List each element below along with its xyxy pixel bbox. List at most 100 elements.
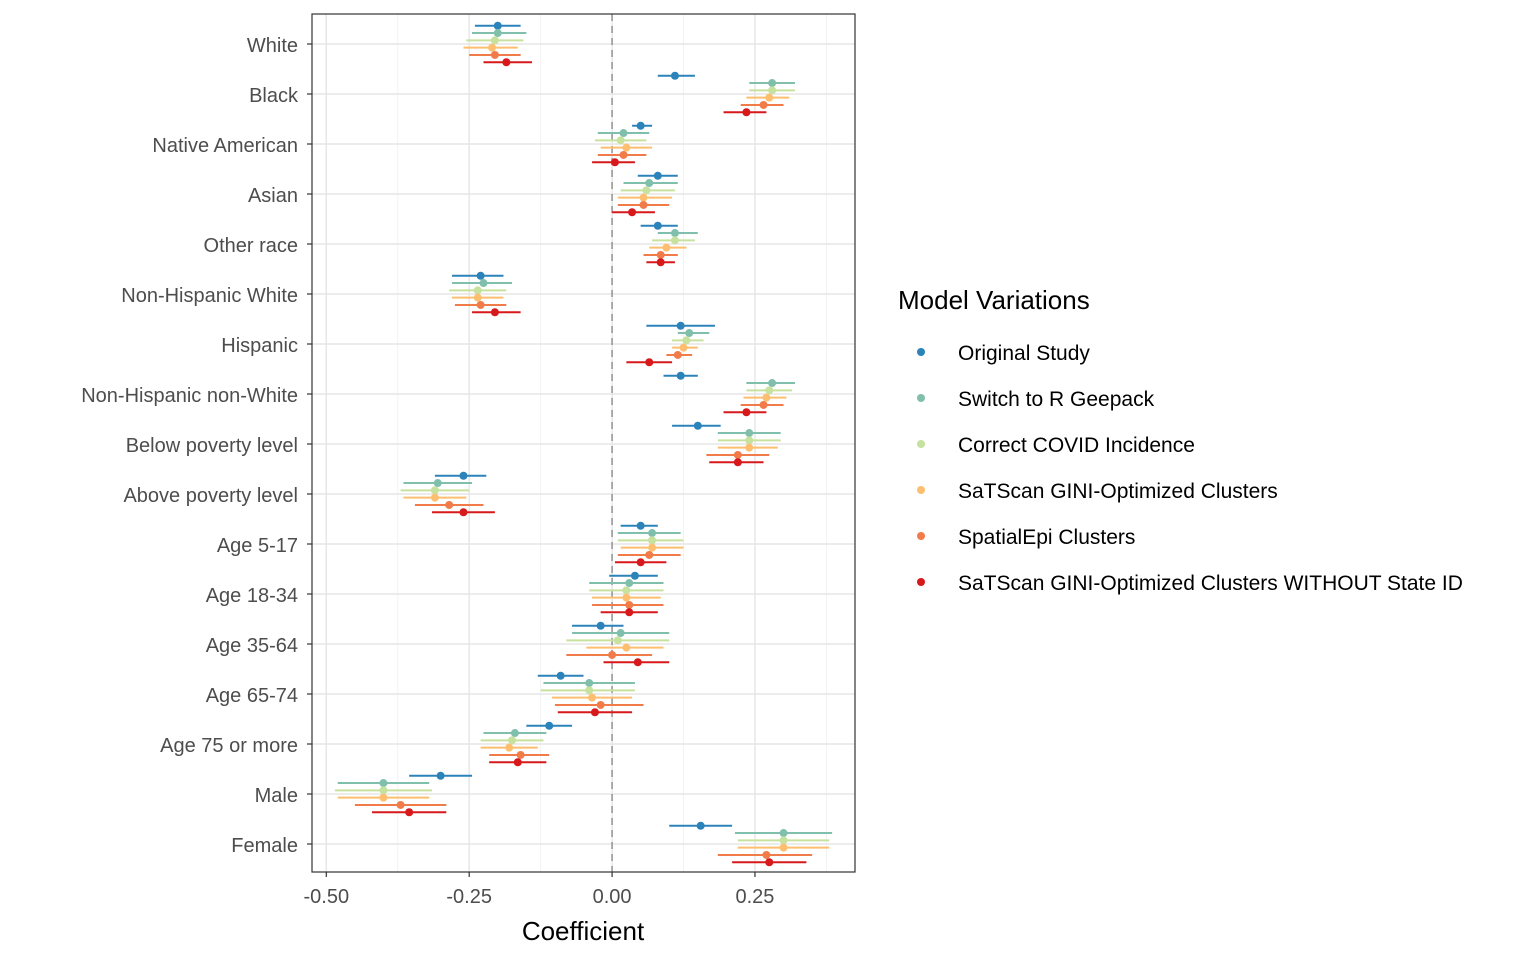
y-tick-label: Male — [255, 785, 298, 807]
y-tick-label: Age 5-17 — [217, 535, 298, 557]
estimate-point — [673, 350, 682, 359]
estimate-point — [396, 800, 405, 809]
series-2 — [337, 29, 833, 838]
y-tick-label: Above poverty level — [123, 485, 298, 507]
estimate-point — [430, 486, 439, 495]
estimate-point — [596, 621, 605, 630]
y-tick-label: Other race — [204, 235, 298, 257]
estimate-point — [545, 721, 554, 730]
series-4 — [337, 43, 830, 852]
x-tick-label: 0.00 — [593, 886, 632, 908]
legend-label: SaTScan GINI-Optimized Clusters WITHOUT … — [958, 572, 1463, 595]
legend-label: SaTScan GINI-Optimized Clusters — [958, 480, 1278, 503]
estimate-point — [662, 243, 671, 252]
legend-key — [917, 348, 925, 356]
estimate-point — [476, 271, 485, 280]
estimate-point — [493, 21, 502, 30]
estimate-point — [556, 671, 565, 680]
estimate-point — [682, 336, 691, 345]
estimate-point — [405, 808, 414, 817]
estimate-point — [679, 343, 688, 352]
estimate-point — [490, 36, 499, 45]
estimate-point — [779, 843, 788, 852]
estimate-point — [379, 793, 388, 802]
estimate-point — [656, 250, 665, 259]
estimate-point — [648, 543, 657, 552]
estimate-point — [762, 850, 771, 859]
estimate-point — [733, 458, 742, 467]
estimate-point — [696, 821, 705, 830]
legend-label: Original Study — [958, 342, 1090, 365]
y-tick-label: Age 65-74 — [206, 685, 298, 707]
estimate-point — [642, 186, 651, 195]
x-axis: -0.50 -0.25 0.00 0.25 — [303, 872, 774, 908]
estimate-point — [596, 700, 605, 709]
estimate-point — [670, 229, 679, 238]
estimate-point — [513, 758, 522, 767]
estimate-point — [645, 179, 654, 188]
y-axis: White Black Native American Asian Other race… — [81, 35, 312, 857]
estimate-point — [779, 829, 788, 838]
estimate-point — [759, 400, 768, 409]
x-axis-title: Coefficient — [522, 916, 645, 946]
x-tick-label: 0.25 — [736, 886, 775, 908]
estimate-point — [633, 658, 642, 667]
estimate-point — [645, 550, 654, 559]
estimate-point — [585, 686, 594, 695]
estimate-point — [588, 693, 597, 702]
estimate-point — [648, 536, 657, 545]
estimate-point — [622, 593, 631, 602]
estimate-point — [742, 408, 751, 417]
panel-border — [311, 13, 856, 873]
estimate-point — [685, 329, 694, 338]
x-tick-label: -0.50 — [303, 886, 349, 908]
y-tick-label: Female — [231, 835, 298, 857]
estimate-point — [636, 521, 645, 530]
legend-key — [917, 486, 925, 494]
estimate-point — [653, 171, 662, 180]
legend-key — [917, 532, 925, 540]
estimate-point — [779, 836, 788, 845]
estimate-point — [433, 479, 442, 488]
estimate-point — [473, 293, 482, 302]
estimate-point — [648, 529, 657, 538]
y-tick-label: Asian — [248, 185, 298, 207]
series-6 — [372, 58, 807, 867]
estimate-point — [479, 279, 488, 288]
estimate-point — [616, 136, 625, 145]
estimate-point — [636, 121, 645, 130]
y-tick-label: White — [247, 35, 298, 57]
legend-label: SpatialEpi Clusters — [958, 526, 1135, 549]
estimate-point — [765, 386, 774, 395]
estimate-point — [622, 586, 631, 595]
estimate-point — [670, 71, 679, 80]
series-3 — [334, 36, 830, 845]
estimate-point — [625, 600, 634, 609]
estimate-point — [693, 421, 702, 430]
estimate-point — [613, 636, 622, 645]
estimate-point — [436, 771, 445, 780]
legend-title: Model Variations — [898, 285, 1090, 315]
y-tick-label: Non-Hispanic White — [121, 285, 298, 307]
estimate-point — [625, 608, 634, 617]
estimate-point — [745, 429, 754, 438]
estimate-point — [745, 436, 754, 445]
estimate-point — [619, 150, 628, 159]
estimate-point — [733, 450, 742, 459]
estimate-point — [745, 443, 754, 452]
estimate-point — [502, 58, 511, 67]
legend-key — [917, 440, 925, 448]
estimate-point — [670, 236, 679, 245]
estimate-point — [768, 86, 777, 95]
legend-label: Correct COVID Incidence — [958, 434, 1195, 457]
estimate-point — [493, 29, 502, 38]
error-bar-marks — [334, 21, 833, 867]
estimate-point — [379, 779, 388, 788]
y-tick-label: Black — [249, 85, 299, 107]
estimate-point — [488, 43, 497, 52]
legend: Model Variations Original Study Switch to… — [898, 285, 1463, 595]
estimate-point — [608, 650, 617, 659]
legend-key — [917, 578, 925, 586]
y-tick-label: Hispanic — [221, 335, 298, 357]
